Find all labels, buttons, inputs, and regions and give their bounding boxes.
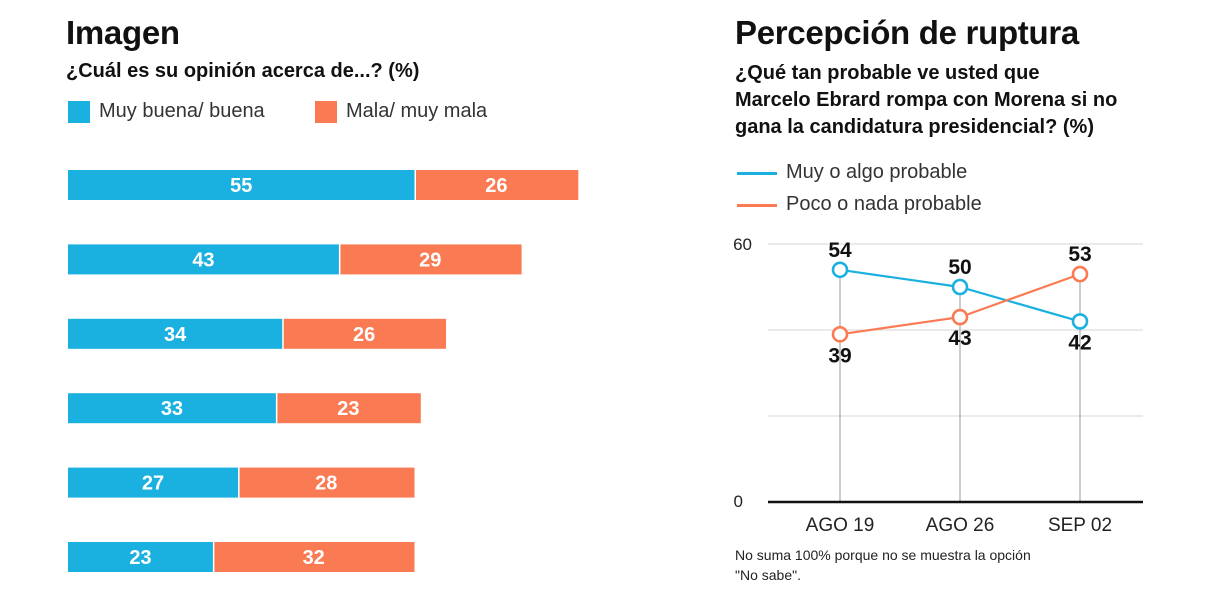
x-tick-label-2: AGO 26 <box>926 515 995 536</box>
legend-label-good: Muy buena/ buena <box>99 100 265 122</box>
bar-good-3 <box>68 318 283 349</box>
bar-good-label-5: 27 <box>142 473 164 495</box>
left-chart-title: Imagen <box>66 14 180 51</box>
legend-line-not-probable <box>737 204 777 207</box>
bar-good-label-3: 34 <box>164 324 187 346</box>
series-1-point-2 <box>951 278 969 296</box>
series-1-point-1 <box>831 261 849 279</box>
x-tick-label-3: SEP 02 <box>1048 515 1112 536</box>
footnote-line-2: "No sabe". <box>735 567 801 583</box>
legend-swatch-good <box>68 101 90 123</box>
right-chart-subtitle-line-3: gana la candidatura presidencial? (%) <box>735 116 1094 138</box>
left-chart-subtitle: ¿Cuál es su opinión acerca de...? (%) <box>66 60 420 82</box>
bar-good-label-6: 23 <box>129 547 151 569</box>
bar-bad-label-3: 26 <box>353 324 375 346</box>
bar-good-label-2: 43 <box>192 249 214 271</box>
right-chart-subtitle-line-1: ¿Qué tan probable ve usted que <box>735 62 1040 84</box>
right-chart-title: Percepción de ruptura <box>735 14 1079 51</box>
bar-bad-1 <box>416 170 579 200</box>
legend-label-probable: Muy o algo probable <box>786 161 968 183</box>
series-2-label-2: 43 <box>948 327 971 350</box>
series-1-label-2: 50 <box>948 256 971 279</box>
series-2-point-2 <box>951 308 969 326</box>
bar-good-5 <box>68 467 239 498</box>
bar-bad-label-6: 32 <box>303 547 325 569</box>
series-1-label-1: 54 <box>828 239 852 262</box>
legend-line-probable <box>737 172 777 175</box>
series-2-label-1: 39 <box>828 344 851 367</box>
bar-bad-6 <box>214 542 415 572</box>
y-tick-label-60: 60 <box>733 235 752 254</box>
series-2-point-1 <box>831 325 849 343</box>
bar-bad-3 <box>283 318 446 349</box>
series-1-label-3: 42 <box>1068 331 1091 354</box>
bar-good-label-1: 55 <box>230 175 252 197</box>
y-tick-label-0: 0 <box>734 492 743 511</box>
legend-label-bad: Mala/ muy mala <box>346 100 488 122</box>
footnote-line-1: No suma 100% porque no se muestra la opc… <box>735 547 1031 563</box>
bar-good-4 <box>68 393 276 424</box>
bar-good-1 <box>68 170 415 200</box>
legend-label-not-probable: Poco o nada probable <box>786 193 982 215</box>
bar-bad-5 <box>239 467 415 498</box>
bar-bad-label-2: 29 <box>419 249 441 271</box>
series-1-point-3 <box>1071 313 1089 330</box>
right-chart-subtitle-line-2: Marcelo Ebrard rompa con Morena si no <box>735 89 1118 111</box>
x-tick-label-1: AGO 19 <box>806 515 875 536</box>
bar-bad-label-4: 23 <box>337 398 359 420</box>
bar-good-6 <box>68 542 213 572</box>
bar-bad-4 <box>277 393 421 424</box>
legend-swatch-bad <box>315 101 337 123</box>
bar-good-2 <box>68 244 339 275</box>
bar-bad-2 <box>340 244 522 275</box>
bar-bad-label-1: 26 <box>485 175 507 197</box>
bar-good-label-4: 33 <box>161 398 183 420</box>
series-2-point-3 <box>1071 265 1089 283</box>
series-2-label-3: 53 <box>1068 243 1091 266</box>
bar-bad-label-5: 28 <box>315 473 337 495</box>
